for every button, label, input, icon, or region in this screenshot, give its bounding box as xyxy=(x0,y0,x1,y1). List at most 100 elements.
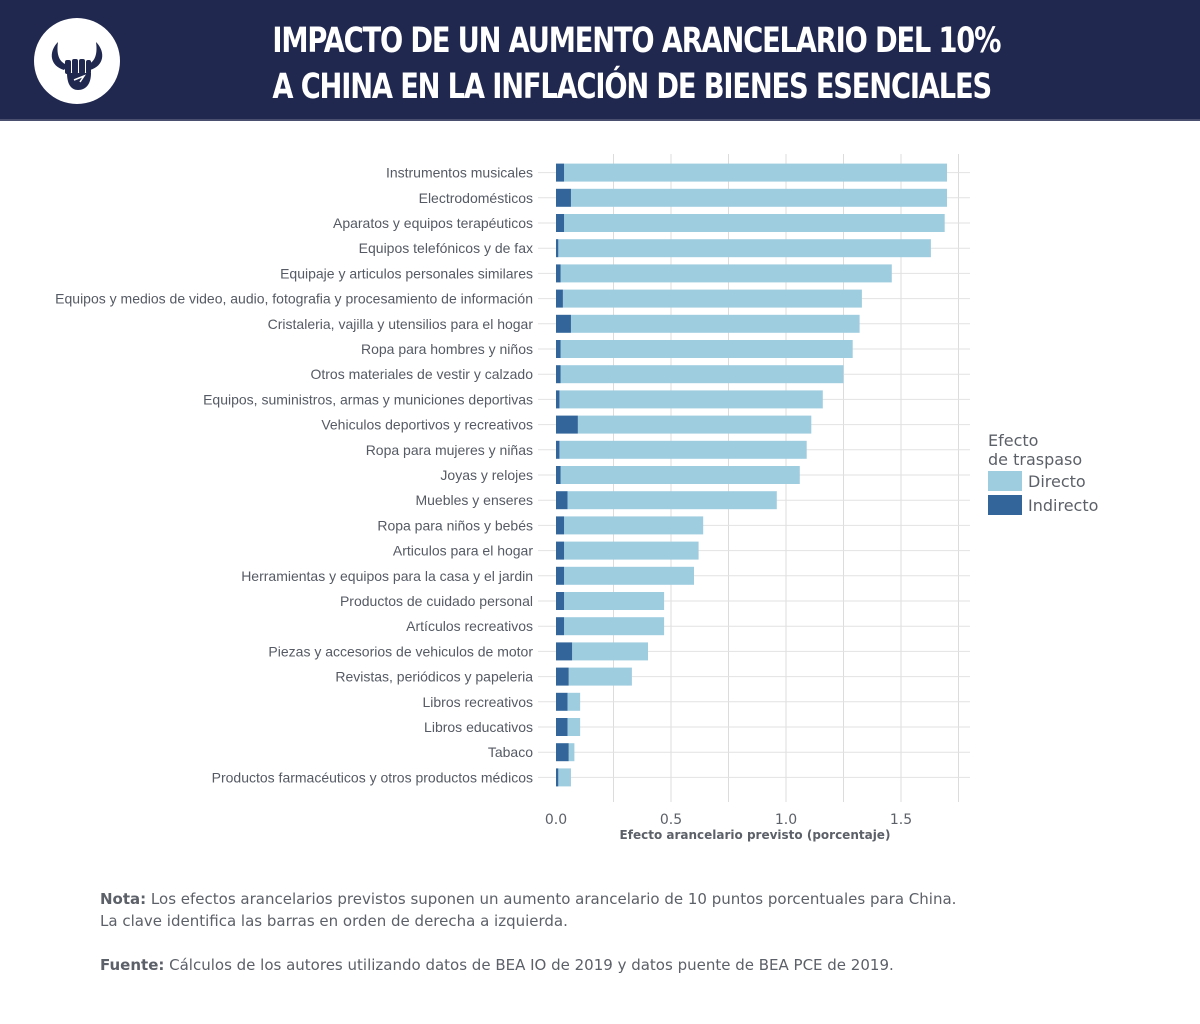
bar-indirecto xyxy=(556,566,565,585)
nota-label: Nota: xyxy=(100,890,147,908)
nota-paragraph: Nota: Los efectos arancelarios previstos… xyxy=(100,888,1140,910)
bar-directo xyxy=(564,617,665,636)
bar-indirecto xyxy=(556,491,568,510)
legend-swatch-indirecto xyxy=(988,495,1022,515)
x-tick-labels: 0.0 0.5 1.0 1.5 xyxy=(545,812,912,828)
bar-directo xyxy=(568,667,632,686)
chart-title: IMPACTO DE UN AUMENTO ARANCELARIO DEL 10… xyxy=(272,18,1001,110)
x-tick-label: 1.0 xyxy=(775,812,797,828)
category-label: Artículos recreativos xyxy=(406,618,533,634)
x-axis-title: Efecto arancelario previsto (porcentaje) xyxy=(620,828,891,842)
bar-directo xyxy=(558,768,571,787)
bar-directo xyxy=(564,214,945,232)
category-label: Libros recreativos xyxy=(423,694,534,710)
bar-indirecto xyxy=(556,415,578,434)
category-label: Equipos y medios de video, audio, fotogr… xyxy=(55,291,533,307)
category-label: Equipos, suministros, armas y municiones… xyxy=(203,391,533,407)
x-tick-label: 0.5 xyxy=(660,812,682,828)
bar-directo xyxy=(577,415,812,434)
legend: Efecto de traspaso Directo Indirecto xyxy=(988,431,1098,517)
bar-indirecto xyxy=(556,214,565,232)
fuente-label: Fuente: xyxy=(100,956,165,974)
legend-title-line-1: Efecto xyxy=(988,431,1039,450)
legend-swatch-directo xyxy=(988,471,1022,491)
bar-directo xyxy=(564,163,947,182)
bar-indirecto xyxy=(556,340,561,358)
bar-directo xyxy=(559,440,807,459)
legend-title-line-2: de traspaso xyxy=(988,450,1083,469)
bar-indirecto xyxy=(556,718,568,736)
bar-directo xyxy=(570,314,860,333)
stacked-bar-chart: Instrumentos musicales Electrodomésticos A… xyxy=(55,154,970,842)
category-label: Cristaleria, vajilla y utensilios para e… xyxy=(268,316,534,332)
bar-directo xyxy=(567,718,581,736)
bar-indirecto xyxy=(556,163,565,182)
category-label: Productos de cuidado personal xyxy=(340,593,533,609)
bar-indirecto xyxy=(556,516,565,535)
legend-label-indirecto: Indirecto xyxy=(1028,495,1099,515)
bar-indirecto xyxy=(556,642,573,661)
bar-indirecto xyxy=(556,289,563,308)
bar-directo xyxy=(564,592,665,610)
category-label: Joyas y relojes xyxy=(440,467,533,483)
fuente-text: Cálculos de los autores utilizando datos… xyxy=(164,956,894,974)
category-label: Articulos para el hogar xyxy=(393,543,533,559)
category-label: Muebles y enseres xyxy=(415,492,533,508)
legend-item-directo: Directo xyxy=(988,469,1098,493)
bar-directo xyxy=(564,566,694,585)
bar-directo xyxy=(560,466,800,484)
category-label: Electrodomésticos xyxy=(419,190,533,206)
bar-indirecto xyxy=(556,692,568,711)
logo-graphic xyxy=(51,42,103,90)
bars xyxy=(556,163,947,787)
bar-directo xyxy=(562,289,862,308)
bar-directo xyxy=(560,365,844,384)
fuente-paragraph: Fuente: Cálculos de los autores utilizan… xyxy=(100,954,1140,976)
category-label: Equipos telefónicos y de fax xyxy=(359,240,533,256)
bar-directo xyxy=(570,188,947,207)
category-label: Ropa para hombres y niños xyxy=(361,341,533,357)
bar-indirecto xyxy=(556,541,565,560)
category-label: Otros materiales de vestir y calzado xyxy=(310,366,533,382)
bar-directo xyxy=(559,390,823,409)
category-label: Productos farmacéuticos y otros producto… xyxy=(212,769,533,785)
x-tick-label: 1.5 xyxy=(890,812,912,828)
bar-directo xyxy=(558,239,931,258)
bar-indirecto xyxy=(556,188,571,207)
bar-indirecto xyxy=(556,667,569,686)
bar-indirecto xyxy=(556,365,561,384)
bar-directo xyxy=(564,541,699,560)
x-tick-label: 0.0 xyxy=(545,812,567,828)
bar-indirecto xyxy=(556,743,569,762)
legend-item-indirecto: Indirecto xyxy=(988,493,1098,517)
title-line-1: IMPACTO DE UN AUMENTO ARANCELARIO DEL 10… xyxy=(272,21,1001,61)
bar-indirecto xyxy=(556,390,560,409)
category-label: Libros educativos xyxy=(424,719,533,735)
bar-indirecto xyxy=(556,314,571,333)
bar-directo xyxy=(567,491,777,510)
legend-label-directo: Directo xyxy=(1028,471,1086,491)
bar-directo xyxy=(572,642,648,661)
bar-directo xyxy=(560,340,853,358)
category-label: Herramientas y equipos para la casa y el… xyxy=(241,568,533,584)
bar-indirecto xyxy=(556,239,559,258)
category-label: Equipaje y articulos personales similare… xyxy=(280,265,533,281)
bull-fist-logo-icon xyxy=(34,18,120,104)
category-label: Aparatos y equipos terapéuticos xyxy=(333,215,533,231)
category-label: Ropa para niños y bebés xyxy=(377,517,533,533)
bar-directo xyxy=(568,743,575,762)
bar-directo xyxy=(567,692,581,711)
nota-paragraph-2: La clave identifica las barras en orden … xyxy=(100,912,568,930)
bar-indirecto xyxy=(556,466,561,484)
category-label: Revistas, periódicos y papeleria xyxy=(335,669,533,685)
bar-indirecto xyxy=(556,264,561,283)
bar-indirecto xyxy=(556,440,560,459)
notes: Nota: Los efectos arancelarios previstos… xyxy=(100,888,1140,976)
header-banner: IMPACTO DE UN AUMENTO ARANCELARIO DEL 10… xyxy=(0,0,1200,121)
bar-directo xyxy=(560,264,892,283)
bar-indirecto xyxy=(556,592,565,610)
category-labels: Instrumentos musicales Electrodomésticos A… xyxy=(55,165,533,786)
bar-directo xyxy=(564,516,704,535)
bar-indirecto xyxy=(556,768,559,787)
title-line-2: A CHINA EN LA INFLACIÓN DE BIENES ESENCI… xyxy=(272,67,992,107)
